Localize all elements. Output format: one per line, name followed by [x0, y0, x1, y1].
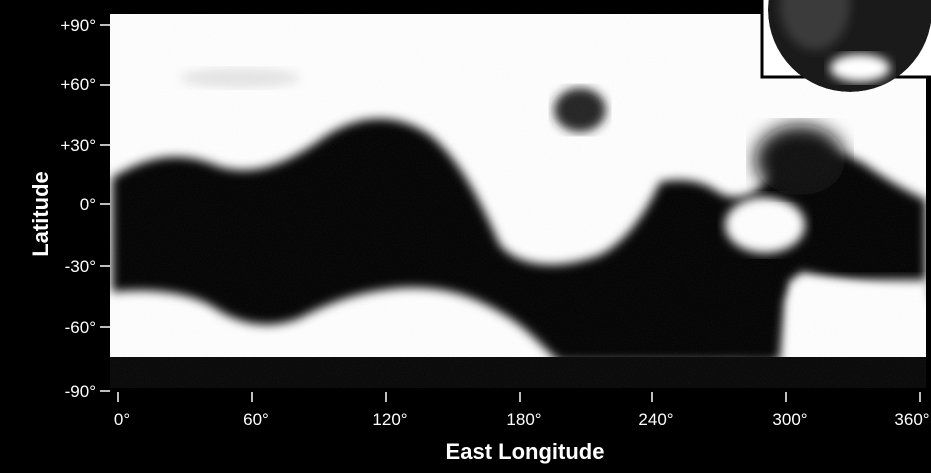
- x-axis-title: East Longitude: [446, 439, 605, 464]
- y-axis-title: Latitude: [28, 171, 53, 257]
- y-tick-label: 0°: [80, 195, 96, 214]
- x-tick-label: 120°: [372, 410, 407, 429]
- y-tick-label: +90°: [60, 16, 96, 35]
- x-tick-label: 0°: [114, 410, 130, 429]
- x-tick-label: 180°: [506, 410, 541, 429]
- y-tick-label: -90°: [65, 382, 96, 401]
- y-tick-label: +30°: [60, 136, 96, 155]
- x-tick-label: 300°: [772, 410, 807, 429]
- image-credit: Stern and Buie/NASA, European Space Agen…: [0, 115, 11, 371]
- y-tick-label: +60°: [60, 75, 96, 94]
- y-tick-marks: [100, 24, 110, 392]
- x-tick-label: 360°: [894, 410, 929, 429]
- y-axis: +90° +60° +30° 0° -30° -60° -90°: [60, 16, 96, 401]
- y-tick-label: -30°: [65, 257, 96, 276]
- x-tick-label: 240°: [638, 410, 673, 429]
- y-tick-label: -60°: [65, 318, 96, 337]
- globe-inset: [760, 0, 931, 92]
- x-tick-marks: [117, 392, 921, 402]
- x-tick-label: 60°: [243, 410, 269, 429]
- x-axis: 0° 60° 120° 180° 240° 300° 360°: [114, 410, 930, 429]
